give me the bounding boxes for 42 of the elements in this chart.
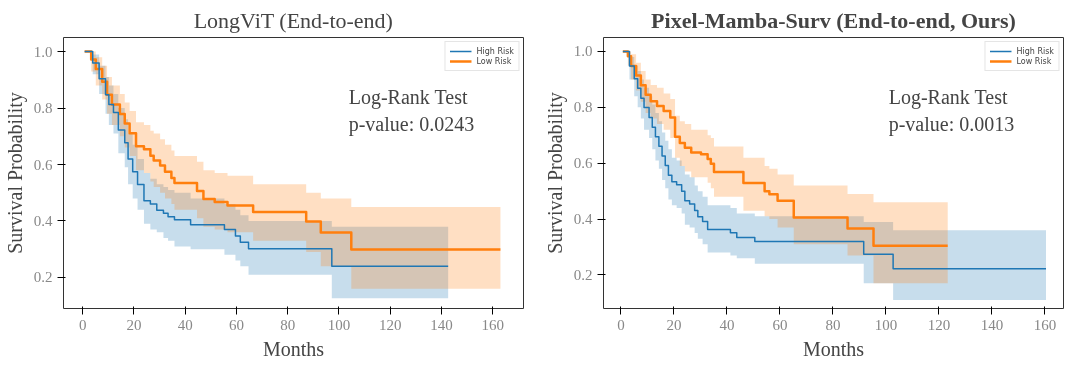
x-tick-label: 60 <box>228 316 244 333</box>
x-tick-label: 100 <box>874 316 898 333</box>
x-tick-label: 140 <box>980 316 1004 333</box>
x-tick-label: 80 <box>280 316 296 333</box>
legend-label: Low Risk <box>476 56 512 66</box>
x-tick-label: 40 <box>719 316 735 333</box>
annotation: Log-Rank Test <box>348 85 468 109</box>
x-tick-label: 140 <box>430 316 453 333</box>
x-tick-label: 120 <box>927 316 951 333</box>
x-axis-title: Months <box>262 337 325 360</box>
x-tick-label: 20 <box>126 316 142 333</box>
annotation: Log-Rank Test <box>888 85 1008 109</box>
x-tick-label: 60 <box>772 316 788 333</box>
x-tick-label: 160 <box>481 316 504 333</box>
x-tick-label: 80 <box>825 316 841 333</box>
y-tick-label: 0.8 <box>573 99 593 116</box>
y-axis-title: Survival Probability <box>3 92 27 254</box>
chart-title: LongViT (End-to-end) <box>193 7 393 33</box>
y-tick-label: 0.8 <box>33 100 53 117</box>
y-tick-label: 0.4 <box>573 211 593 228</box>
legend-label: High Risk <box>1016 46 1054 56</box>
y-tick-label: 0.2 <box>33 269 53 286</box>
x-tick-label: 120 <box>378 316 402 333</box>
x-tick-label: 20 <box>666 316 682 333</box>
y-tick-label: 1.0 <box>573 43 593 60</box>
y-tick-label: 0.2 <box>573 266 593 283</box>
chart-title: Pixel-Mamba-Surv (End-to-end, Ours) <box>651 7 1016 33</box>
y-tick-label: 0.4 <box>33 212 53 229</box>
x-tick-label: 160 <box>1033 316 1057 333</box>
legend-label: High Risk <box>476 46 514 56</box>
legend-label: Low Risk <box>1016 56 1052 66</box>
y-tick-label: 1.0 <box>33 43 53 60</box>
x-tick-label: 0 <box>78 316 87 333</box>
y-tick-label: 0.6 <box>33 156 53 173</box>
y-tick-label: 0.6 <box>573 155 593 172</box>
x-tick-label: 0 <box>617 316 625 333</box>
x-axis-title: Months <box>802 337 865 360</box>
y-axis-title: Survival Probability <box>543 92 567 254</box>
x-tick-label: 40 <box>177 316 193 333</box>
annotation: p-value: 0.0243 <box>348 113 475 137</box>
annotation: p-value: 0.0013 <box>888 113 1015 137</box>
x-tick-label: 100 <box>327 316 351 333</box>
